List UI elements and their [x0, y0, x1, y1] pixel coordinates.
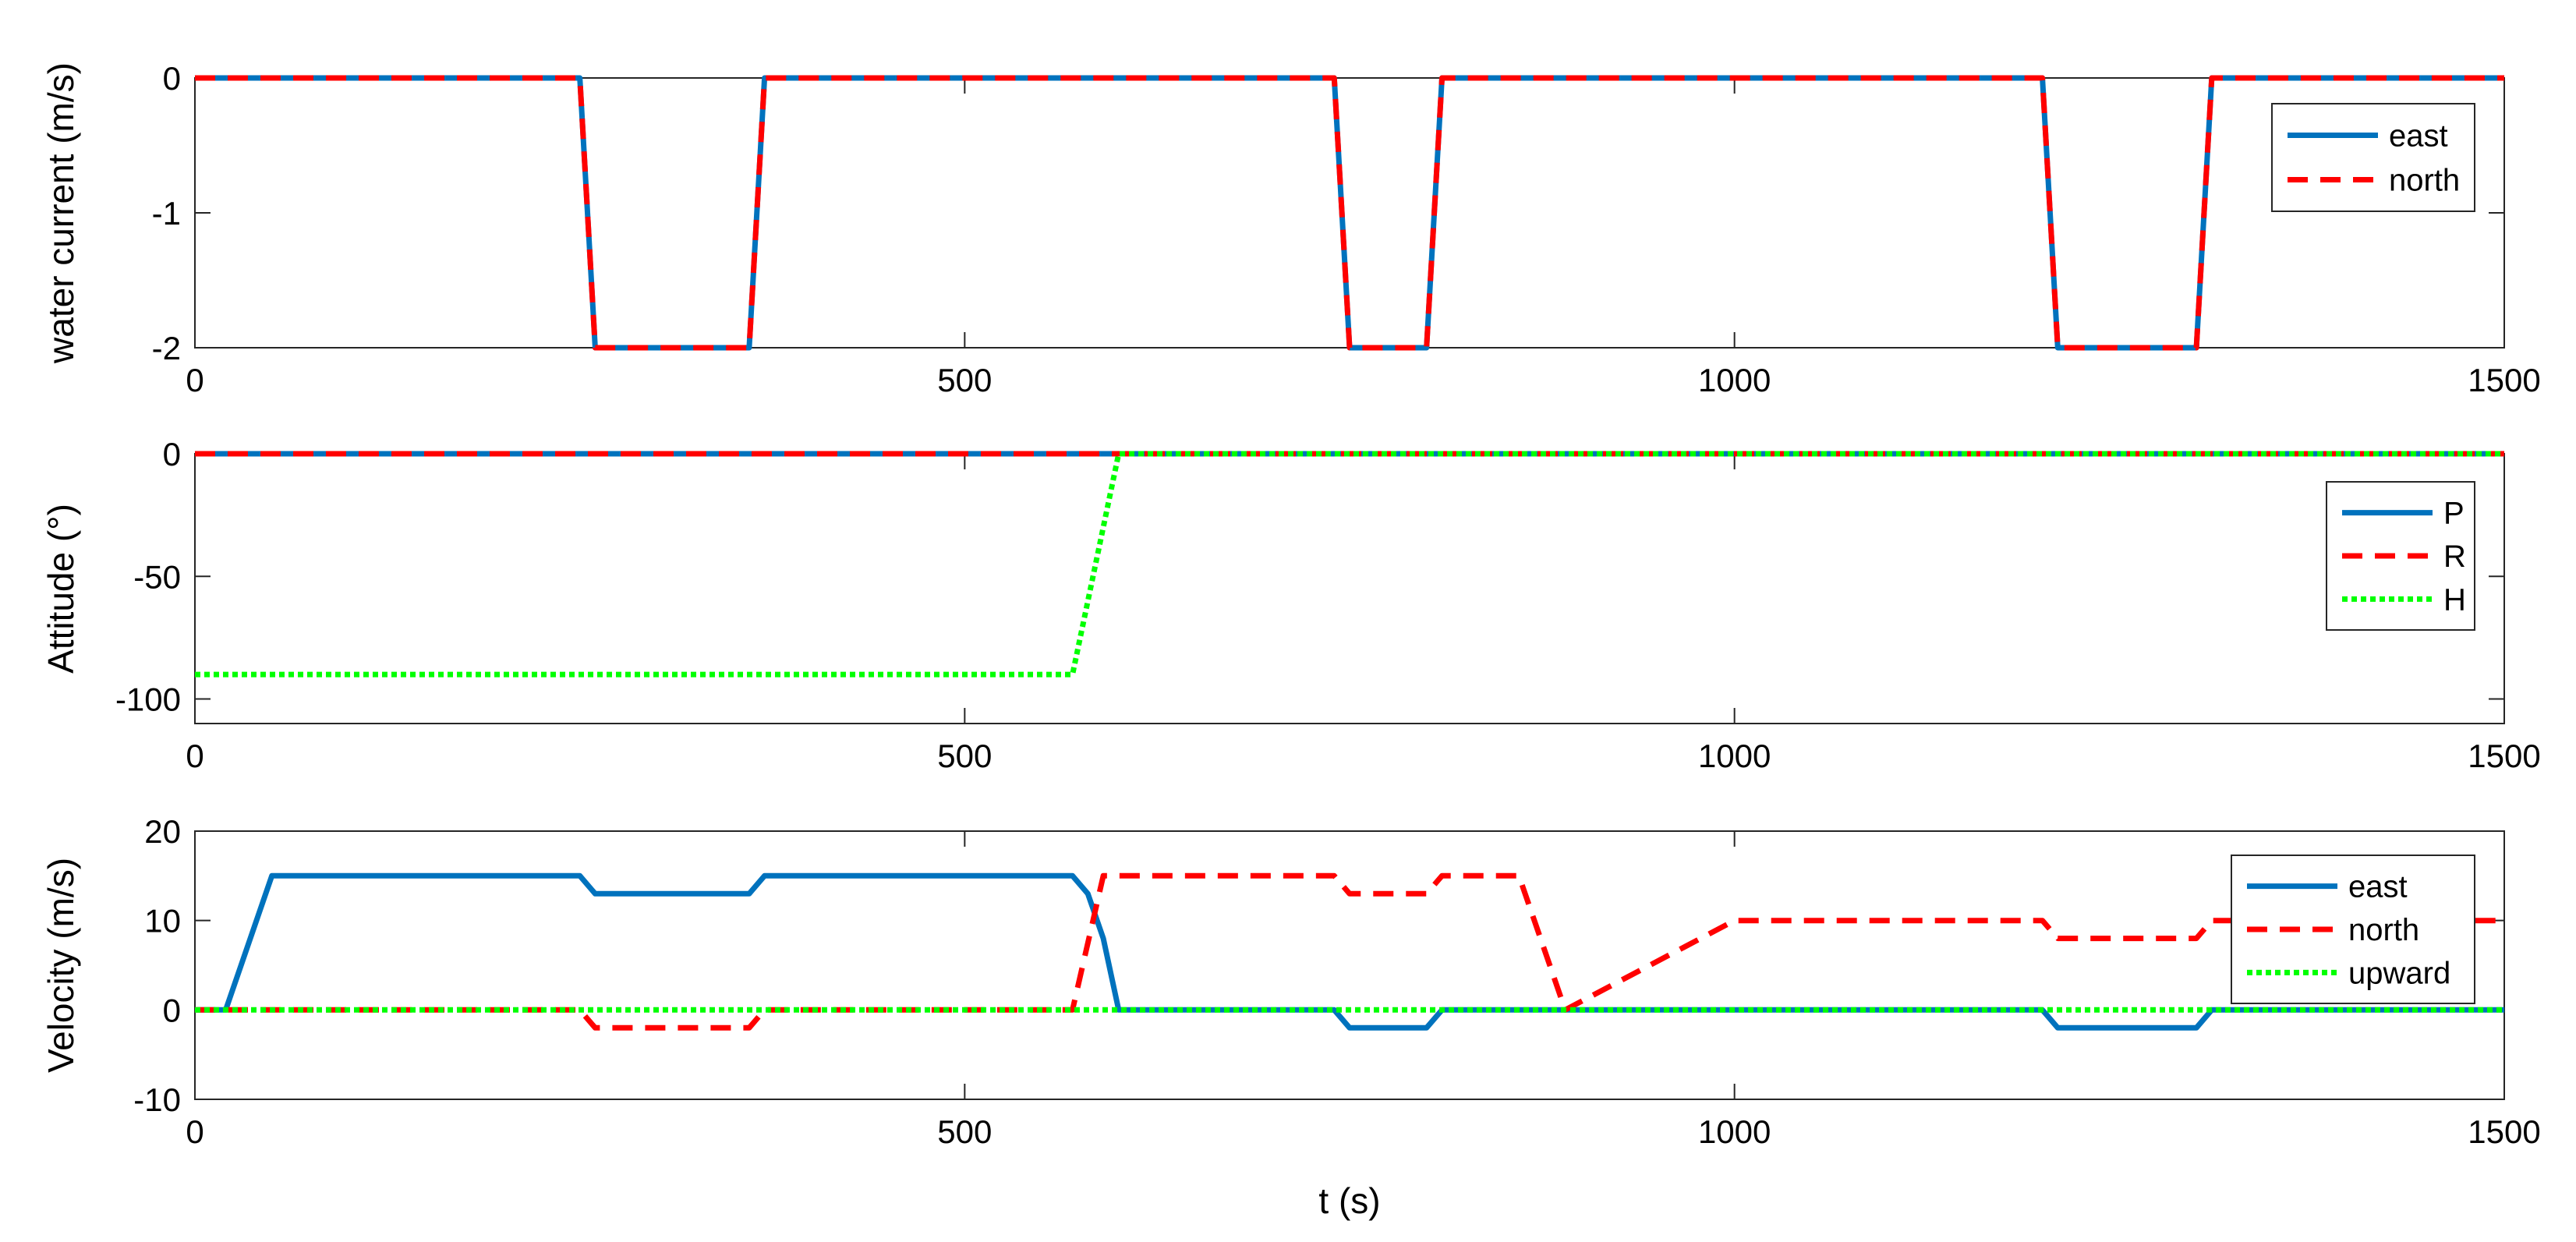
x-tick-label: 1000	[1698, 1113, 1771, 1150]
legend-label-east: east	[2389, 119, 2448, 154]
y-tick-label: 0	[163, 992, 181, 1028]
y-tick-label: -2	[152, 330, 181, 366]
x-tick-label: 500	[937, 1113, 992, 1150]
x-tick-label: 500	[937, 362, 992, 398]
series-line-north	[195, 872, 2504, 1031]
plot-area	[194, 453, 2505, 724]
y-tick-label: 10	[144, 903, 181, 939]
panel-2: 0 500 1000 1500 0 -50 -100 Attitude (°) PRH	[41, 436, 2541, 774]
legend-box	[2271, 103, 2475, 212]
y-tick-label: 0	[163, 60, 181, 97]
legend: PRH	[2326, 481, 2475, 631]
legend-box	[2231, 855, 2475, 1004]
x-tick-label: 1500	[2468, 1113, 2540, 1150]
x-tick-label: 1500	[2468, 738, 2540, 774]
legend-label-north: north	[2389, 164, 2460, 198]
series-line-east	[195, 872, 2504, 1031]
y-axis-label: Attitude (°)	[41, 504, 81, 674]
y-tick-label: -10	[133, 1081, 181, 1118]
legend-label-R: R	[2443, 540, 2466, 574]
y-tick-label: -100	[115, 681, 181, 718]
plot-area	[194, 830, 2505, 1100]
legend-label-north: north	[2348, 913, 2419, 947]
legend: east north upward	[2231, 855, 2475, 1004]
x-tick-label: 0	[186, 1113, 203, 1150]
x-tick-label: 1000	[1698, 738, 1771, 774]
x-axis-label: t (s)	[1318, 1180, 1380, 1221]
y-tick-label: 0	[163, 436, 181, 472]
series-line-north	[195, 75, 2504, 351]
x-tick-label: 1500	[2468, 362, 2540, 398]
y-axis-label: water current (m/s)	[41, 62, 81, 364]
panel-1: 0 500 1000 1500 0 -1 -2 water current (m/s) east…	[41, 60, 2541, 398]
legend-label-H: H	[2443, 582, 2466, 617]
y-tick-label: -50	[133, 558, 181, 595]
x-tick-label: 0	[186, 362, 203, 398]
x-tick-label: 0	[186, 738, 203, 774]
legend-label-P: P	[2443, 497, 2465, 531]
y-axis-label: Velocity (m/s)	[41, 858, 81, 1073]
y-tick-label: -1	[152, 195, 181, 232]
legend: east north	[2271, 103, 2475, 212]
legend-label-east: east	[2348, 870, 2408, 904]
x-tick-label: 500	[937, 738, 992, 774]
legend-label-upward: upward	[2348, 956, 2450, 990]
x-tick-label: 1000	[1698, 362, 1771, 398]
y-tick-label: 20	[144, 813, 181, 850]
